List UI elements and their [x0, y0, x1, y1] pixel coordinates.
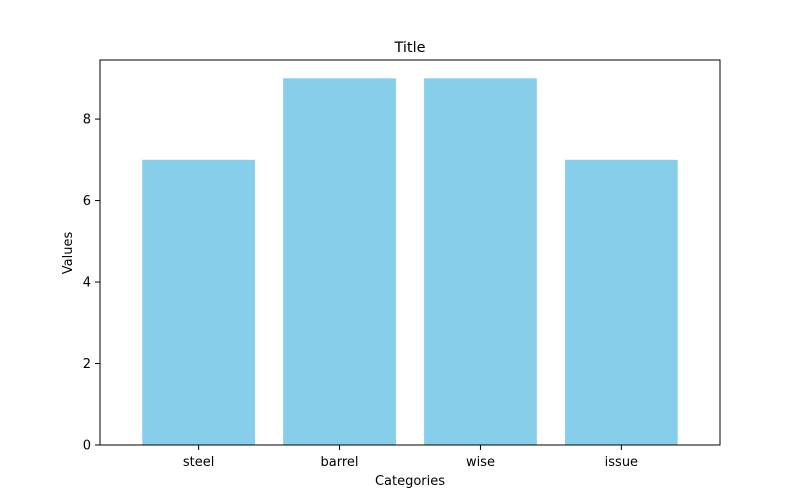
x-tick-label: wise — [466, 455, 495, 470]
bar-issue — [565, 159, 678, 445]
y-tick-label: 2 — [83, 357, 91, 372]
plot-area-frame — [99, 59, 721, 446]
y-tick-label: 4 — [83, 276, 91, 291]
bar-wise — [424, 78, 537, 445]
x-tick-label: issue — [605, 455, 638, 470]
chart-title: Title — [393, 40, 425, 56]
bar-steel — [142, 159, 255, 445]
x-axis: steel barrel wise issue — [183, 445, 638, 470]
y-tick-label: 6 — [83, 194, 91, 209]
x-tick-label: steel — [183, 455, 214, 470]
y-tick-label: 8 — [83, 113, 91, 128]
x-tick-label: barrel — [321, 455, 359, 470]
x-axis-label: Categories — [375, 474, 445, 489]
bars-layer — [142, 78, 678, 445]
bar-barrel — [283, 78, 396, 445]
y-tick-label: 0 — [83, 439, 91, 454]
y-axis: 0 2 4 6 8 — [83, 113, 100, 454]
y-axis-label: Values — [61, 232, 76, 275]
